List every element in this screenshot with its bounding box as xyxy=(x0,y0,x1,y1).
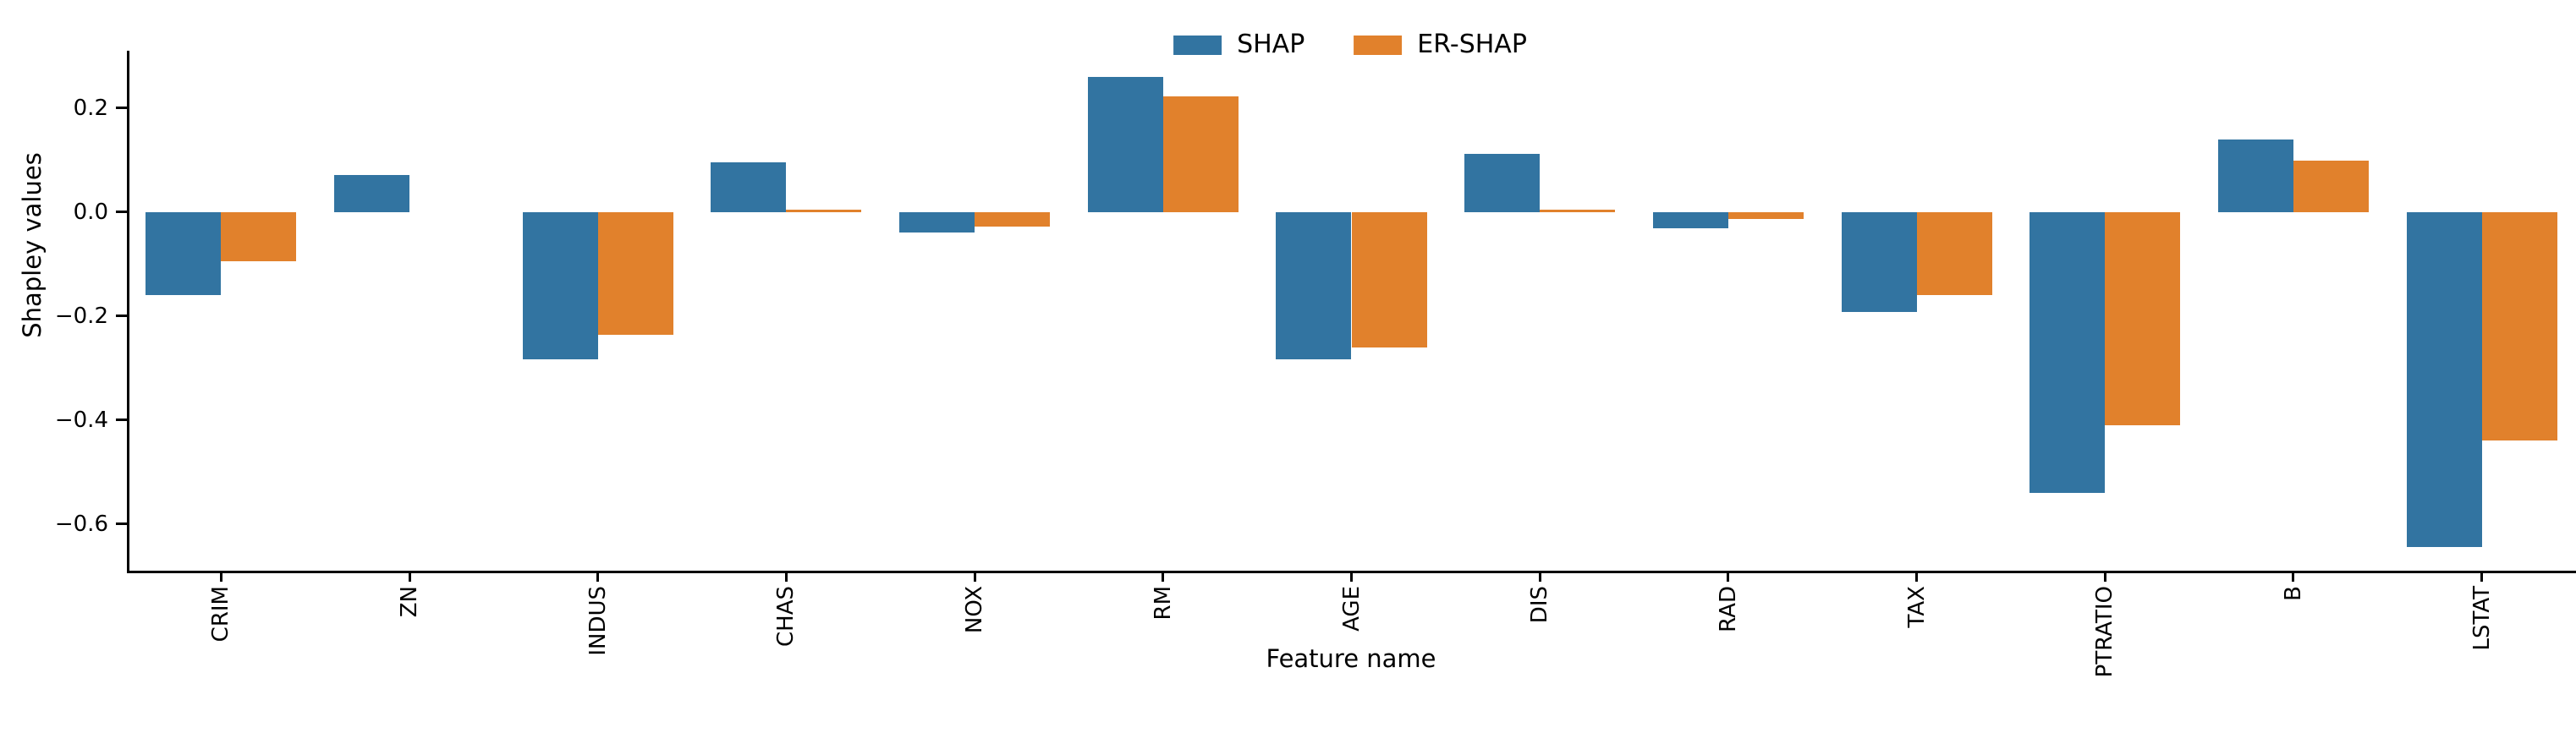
x-tick-label-indus: INDUS xyxy=(585,586,611,656)
x-tick-mark xyxy=(1350,571,1353,582)
y-tick-mark xyxy=(116,211,127,214)
bar-shap-zn xyxy=(333,174,410,212)
y-tick-mark xyxy=(116,315,127,318)
bar-er-shap-tax xyxy=(1916,211,1992,296)
bar-shap-nox xyxy=(899,211,975,233)
x-tick-mark xyxy=(2480,571,2484,582)
x-tick-mark xyxy=(596,571,600,582)
x-tick-mark xyxy=(1915,571,1919,582)
bar-shap-crim xyxy=(146,211,222,296)
x-tick-label-chas: CHAS xyxy=(773,586,799,647)
bar-er-shap-age xyxy=(1351,211,1427,347)
y-tick-label: −0.4 xyxy=(54,407,108,433)
bar-er-shap-lstat xyxy=(2481,211,2557,441)
bar-er-shap-dis xyxy=(1540,209,1616,212)
bar-er-shap-chas xyxy=(786,210,862,212)
x-tick-label-b: B xyxy=(2280,586,2306,601)
x-tick-label-nox: NOX xyxy=(962,586,988,634)
y-tick-label: −0.2 xyxy=(54,303,108,329)
y-tick-label: 0.0 xyxy=(73,199,108,225)
er-shap-color-swatch-icon xyxy=(1354,35,1403,55)
legend-item-shap: SHAP xyxy=(1173,32,1304,57)
x-tick-mark xyxy=(2292,571,2295,582)
bar-er-shap-b xyxy=(2293,161,2370,212)
shapley-bar-chart-figure: SHAP ER-SHAP Shapley values 0.2 0.0 −0.2 −0… xyxy=(18,32,2576,677)
bar-er-shap-crim xyxy=(221,211,297,262)
y-tick-label: 0.2 xyxy=(73,95,108,121)
y-tick-mark xyxy=(116,107,127,110)
x-tick-mark xyxy=(408,571,411,582)
x-tick-mark xyxy=(1162,571,1165,582)
plot-area: 0.2 0.0 −0.2 −0.4 −0.6 CRIM ZN INDUS CHAS NOX RM AG… xyxy=(54,51,2576,677)
legend-label-er-shap: ER-SHAP xyxy=(1417,30,1527,59)
y-tick-label: −0.6 xyxy=(54,511,108,537)
bar-shap-b xyxy=(2217,140,2293,212)
bar-shap-ptratio xyxy=(2029,211,2106,493)
x-tick-label-crim: CRIM xyxy=(208,586,234,643)
bar-er-shap-nox xyxy=(975,211,1051,227)
x-tick-label-tax: TAX xyxy=(1903,586,1930,628)
bar-shap-tax xyxy=(1841,211,1917,312)
y-tick-mark xyxy=(116,419,127,422)
bar-shap-chas xyxy=(711,161,787,212)
x-tick-mark xyxy=(2103,571,2106,582)
x-tick-label-rm: RM xyxy=(1150,586,1176,621)
bar-er-shap-ptratio xyxy=(2105,211,2181,425)
bar-shap-rad xyxy=(1652,211,1728,228)
bar-shap-dis xyxy=(1464,154,1541,212)
x-tick-label-rad: RAD xyxy=(1715,586,1741,632)
legend-item-er-shap: ER-SHAP xyxy=(1354,32,1527,57)
x-tick-label-lstat: LSTAT xyxy=(2469,586,2495,651)
x-axis-label: Feature name xyxy=(1266,644,1436,673)
bar-shap-lstat xyxy=(2406,211,2482,548)
legend: SHAP ER-SHAP xyxy=(1173,32,1527,57)
bar-er-shap-rad xyxy=(1727,211,1804,219)
bar-shap-age xyxy=(1276,211,1352,360)
x-tick-label-dis: DIS xyxy=(1527,586,1553,624)
y-tick-mark xyxy=(116,522,127,526)
bar-er-shap-indus xyxy=(597,211,673,335)
bar-shap-indus xyxy=(522,211,598,359)
x-tick-mark xyxy=(1727,571,1730,582)
legend-label-shap: SHAP xyxy=(1237,30,1305,59)
bar-shap-rm xyxy=(1087,76,1163,212)
x-tick-mark xyxy=(1538,571,1541,582)
shap-color-swatch-icon xyxy=(1173,35,1222,55)
bar-er-shap-rm xyxy=(1162,96,1239,212)
x-tick-label-ptratio: PTRATIO xyxy=(2092,586,2118,678)
x-tick-mark xyxy=(784,571,788,582)
y-axis-spine xyxy=(127,51,129,573)
x-tick-mark xyxy=(219,571,222,582)
x-tick-mark xyxy=(973,571,976,582)
x-tick-label-zn: ZN xyxy=(397,586,423,618)
